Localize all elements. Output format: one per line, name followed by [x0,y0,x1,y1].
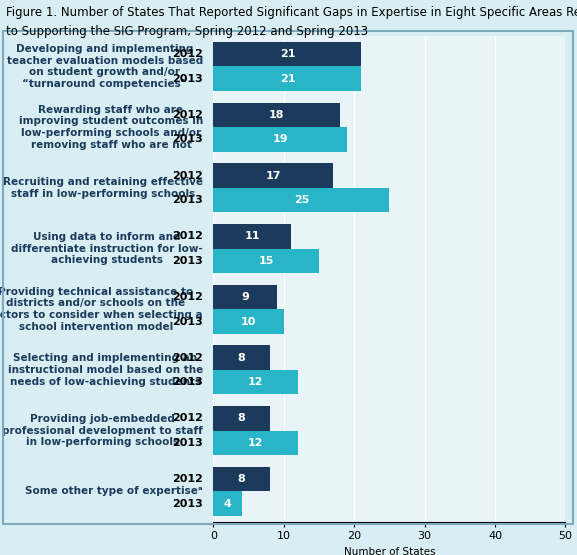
Text: 2013: 2013 [172,74,203,84]
Text: 2013: 2013 [172,195,203,205]
Text: 2013: 2013 [172,256,203,266]
Bar [213,224,291,249]
Bar [213,163,333,188]
Text: 19: 19 [272,134,288,144]
Text: Figure 1. Number of States That Reported Significant Gaps in Expertise in Eight : Figure 1. Number of States That Reported… [6,6,577,18]
Text: 2012: 2012 [172,352,203,362]
Bar [213,431,298,455]
Bar [213,67,361,91]
Text: 2012: 2012 [172,170,203,180]
Bar [213,467,270,491]
Bar [213,188,389,213]
Bar [213,345,270,370]
Bar [213,309,284,334]
Text: Developing and implementing
teacher evaluation models based
on student growth an: Developing and implementing teacher eval… [7,44,203,89]
Text: 15: 15 [258,256,274,266]
Bar [213,491,242,516]
Bar [213,42,361,67]
Bar [213,370,298,395]
Bar [213,127,347,152]
Text: 2012: 2012 [172,413,203,423]
Text: Using data to inform and
differentiate instruction for low-
achieving students: Using data to inform and differentiate i… [12,232,203,265]
Text: Recruiting and retaining effective
staff in low-performing schools: Recruiting and retaining effective staff… [3,177,203,199]
Text: 2012: 2012 [172,49,203,59]
Text: 11: 11 [245,231,260,241]
Bar [213,249,319,273]
Text: 8: 8 [238,413,246,423]
Text: 2012: 2012 [172,231,203,241]
Text: 21: 21 [280,74,295,84]
Text: Providing job-embedded
professional development to staff
in low-performing schoo: Providing job-embedded professional deve… [2,414,203,447]
Text: 9: 9 [241,292,249,302]
Text: 4: 4 [224,498,231,508]
Text: 21: 21 [280,49,295,59]
Bar [213,285,277,309]
Bar [213,103,340,127]
Text: 2012: 2012 [172,474,203,484]
Text: 2013: 2013 [172,438,203,448]
Text: 2012: 2012 [172,110,203,120]
Text: 8: 8 [238,352,246,362]
Text: 18: 18 [269,110,284,120]
Bar [213,406,270,431]
Text: 25: 25 [294,195,309,205]
Text: 2013: 2013 [172,134,203,144]
Text: 17: 17 [265,170,281,180]
Text: 2013: 2013 [172,316,203,326]
Text: 10: 10 [241,316,256,326]
Text: Providing technical assistance to
districts and/or schools on the
factors to con: Providing technical assistance to distri… [0,287,203,332]
Text: Selecting and implementing an
instructional model based on the
needs of low-achi: Selecting and implementing an instructio… [8,354,203,386]
X-axis label: Number of States: Number of States [344,547,435,555]
Text: 8: 8 [238,474,246,484]
Text: to Supporting the SIG Program, Spring 2012 and Spring 2013: to Supporting the SIG Program, Spring 20… [6,25,368,38]
Text: 2012: 2012 [172,292,203,302]
Text: Rewarding staff who are
improving student outcomes in
low-performing schools and: Rewarding staff who are improving studen… [19,105,203,149]
Text: 2013: 2013 [172,498,203,508]
Text: 12: 12 [248,377,264,387]
Text: Some other type of expertiseᵃ: Some other type of expertiseᵃ [25,486,203,496]
Text: 12: 12 [248,438,264,448]
Text: 2013: 2013 [172,377,203,387]
